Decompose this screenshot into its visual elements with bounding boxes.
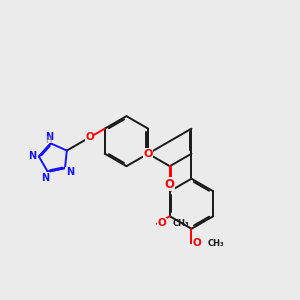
Text: N: N	[66, 167, 74, 177]
Text: O: O	[192, 238, 201, 248]
Text: CH₃: CH₃	[208, 239, 224, 248]
Text: H: H	[45, 136, 52, 145]
Text: O: O	[143, 149, 153, 159]
Text: N: N	[41, 173, 49, 183]
Text: O: O	[85, 132, 94, 142]
Text: CH₃: CH₃	[173, 219, 190, 228]
Text: N: N	[28, 151, 37, 161]
Text: O: O	[158, 218, 167, 228]
Text: O: O	[165, 178, 175, 191]
Text: N: N	[45, 132, 53, 142]
